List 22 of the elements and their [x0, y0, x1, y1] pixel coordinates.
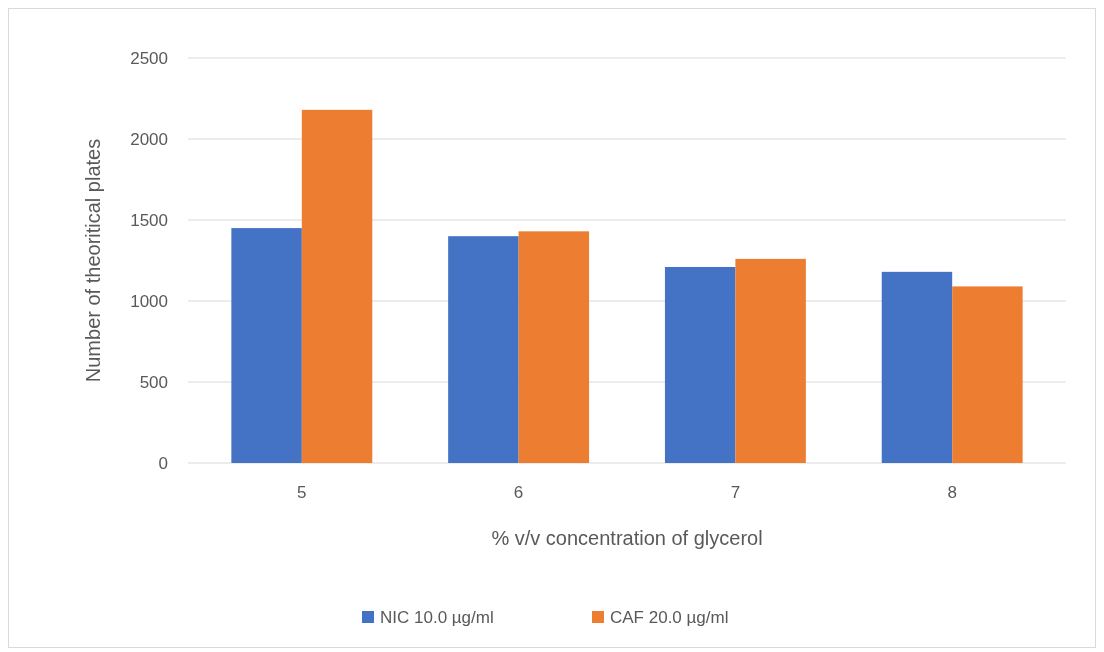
y-axis-title: Number of theoritical plates	[82, 138, 104, 383]
x-tick-label: 5	[297, 483, 307, 502]
x-tick-label: 6	[513, 483, 524, 502]
bar	[231, 228, 302, 463]
y-tick-label: 1000	[130, 291, 168, 311]
y-tick-label: 2000	[130, 129, 168, 149]
bar	[952, 286, 1023, 463]
bar	[664, 266, 736, 463]
y-tick-label: 1500	[130, 210, 168, 230]
y-tick-label: 2500	[130, 48, 168, 68]
bar	[301, 109, 373, 463]
y-tick-label: 500	[139, 372, 168, 392]
legend-label: CAF 20.0 µg/ml	[610, 607, 729, 627]
x-tick-label: 7	[730, 483, 741, 502]
x-tick-label: 8	[947, 483, 957, 502]
bar	[518, 231, 590, 463]
bar	[735, 258, 806, 463]
legend-label: NIC 10.0 µg/ml	[380, 607, 494, 627]
x-axis-title: % v/v concentration of glycerol	[491, 527, 763, 549]
bar	[448, 236, 519, 463]
y-tick-label: 0	[158, 453, 168, 473]
bar	[881, 271, 953, 463]
